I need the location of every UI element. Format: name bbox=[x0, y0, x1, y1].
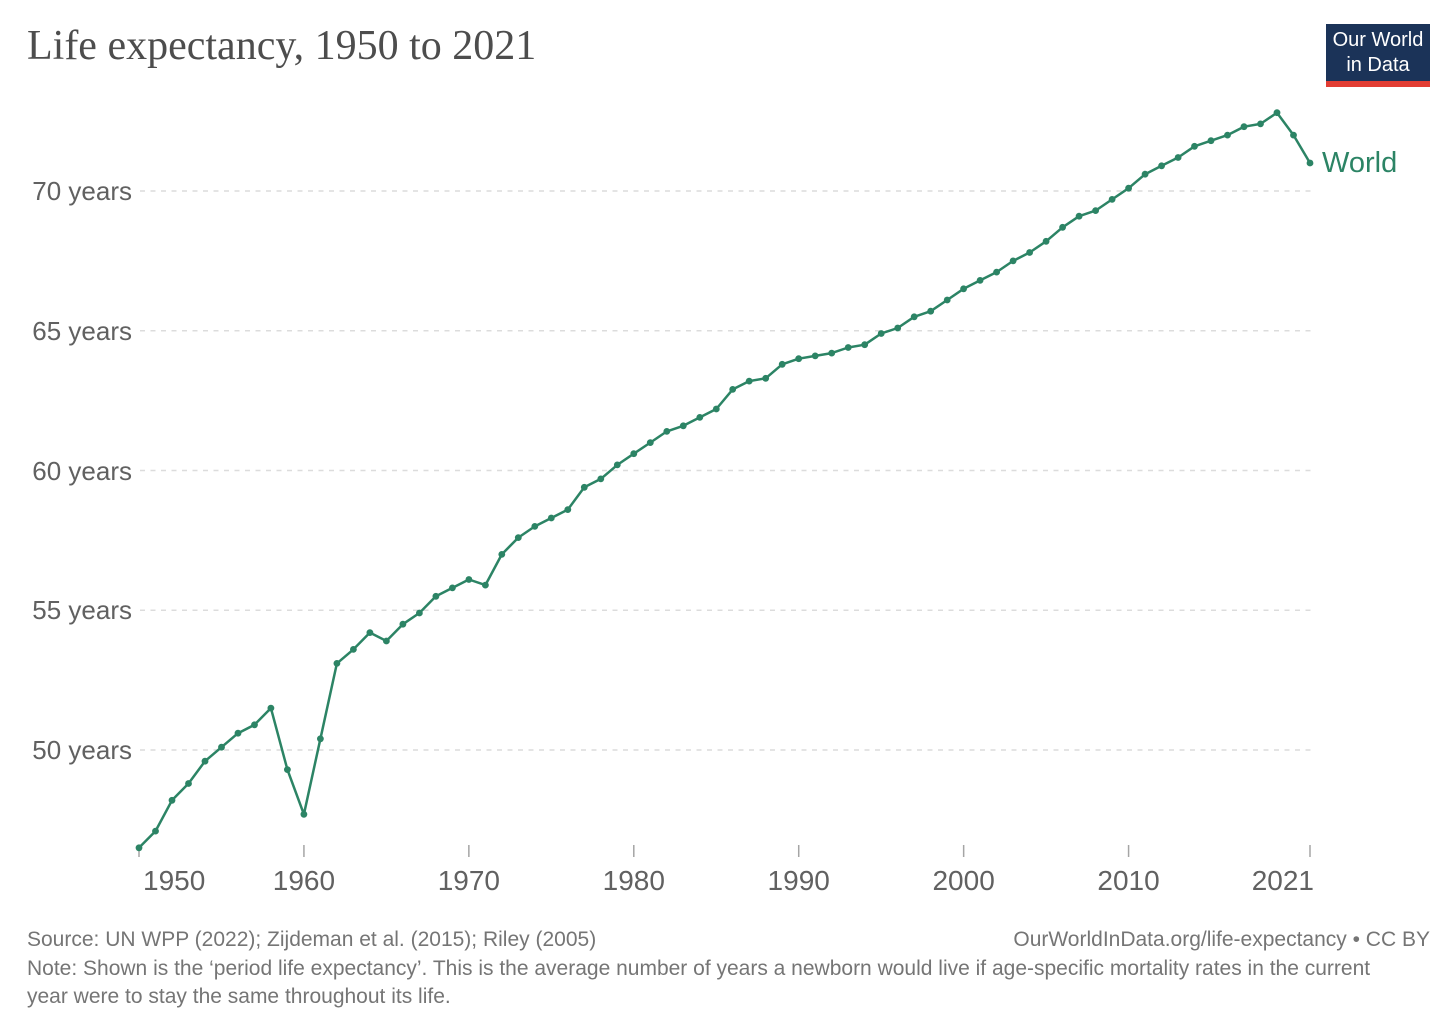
data-point-1990 bbox=[795, 355, 803, 363]
x-axis-label-1970: 1970 bbox=[437, 865, 500, 896]
data-point-1951 bbox=[152, 827, 159, 835]
data-point-1983 bbox=[679, 422, 687, 430]
data-point-1961 bbox=[317, 735, 324, 743]
data-point-2002 bbox=[993, 268, 1000, 276]
data-point-2018 bbox=[1257, 120, 1264, 128]
data-point-1993 bbox=[844, 344, 852, 351]
data-point-1971 bbox=[482, 581, 489, 589]
x-axis-label-1960: 1960 bbox=[272, 865, 336, 896]
series-label-world[interactable]: World bbox=[1322, 147, 1398, 180]
y-axis-label-55: 55 years bbox=[32, 595, 132, 626]
owid-logo-line2: in Data bbox=[1346, 53, 1410, 76]
x-axis-label-2000: 2000 bbox=[932, 865, 995, 896]
data-point-1977 bbox=[580, 483, 588, 491]
data-point-1980 bbox=[630, 450, 638, 458]
line-chart-plot[interactable] bbox=[0, 0, 1456, 920]
data-point-1952 bbox=[168, 796, 176, 804]
data-point-1999 bbox=[943, 296, 951, 304]
y-axis-label-60: 60 years bbox=[32, 455, 132, 486]
data-point-1955 bbox=[218, 743, 225, 751]
data-point-2014 bbox=[1191, 142, 1198, 150]
data-point-1962 bbox=[333, 660, 341, 667]
owid-logo[interactable]: Our World in Data bbox=[1326, 24, 1430, 87]
data-point-1979 bbox=[613, 461, 621, 469]
data-point-1968 bbox=[432, 592, 440, 600]
data-point-1987 bbox=[745, 377, 753, 385]
data-point-1975 bbox=[547, 514, 555, 522]
data-point-2004 bbox=[1026, 249, 1033, 256]
data-point-1981 bbox=[646, 439, 654, 446]
data-point-1985 bbox=[712, 405, 720, 413]
data-point-1996 bbox=[894, 324, 902, 332]
data-point-1991 bbox=[811, 352, 819, 360]
data-point-1964 bbox=[366, 629, 374, 636]
data-point-2006 bbox=[1059, 223, 1066, 231]
data-point-1963 bbox=[350, 646, 357, 653]
data-point-1992 bbox=[828, 349, 836, 357]
data-point-1998 bbox=[927, 307, 935, 315]
data-point-1973 bbox=[514, 534, 522, 541]
owid-logo-line1: Our World bbox=[1332, 28, 1424, 51]
data-point-2007 bbox=[1075, 212, 1083, 220]
data-point-2005 bbox=[1042, 237, 1050, 245]
data-point-1960 bbox=[300, 810, 308, 818]
data-point-1972 bbox=[498, 551, 506, 558]
data-point-1982 bbox=[663, 428, 671, 435]
data-point-2011 bbox=[1141, 170, 1149, 178]
data-point-2019 bbox=[1273, 109, 1281, 117]
data-point-2003 bbox=[1009, 257, 1017, 265]
chart-title: Life expectancy, 1950 to 2021 bbox=[27, 23, 537, 69]
data-point-2013 bbox=[1174, 154, 1182, 161]
note-text-line1: Note: Shown is the ‘period life expectan… bbox=[27, 957, 1371, 980]
data-point-1988 bbox=[762, 374, 770, 382]
data-point-2015 bbox=[1207, 137, 1215, 145]
y-axis-label-65: 65 years bbox=[32, 315, 132, 346]
data-point-1984 bbox=[696, 414, 704, 421]
x-axis-label-1990: 1990 bbox=[767, 865, 830, 896]
data-point-1959 bbox=[284, 766, 291, 773]
owid-logo-box: Our World in Data bbox=[1326, 24, 1430, 81]
x-axis-label-1980: 1980 bbox=[602, 865, 665, 896]
data-point-1986 bbox=[729, 386, 737, 393]
data-point-1954 bbox=[201, 757, 209, 765]
data-point-2017 bbox=[1240, 123, 1248, 131]
owid-logo-red-bar bbox=[1326, 81, 1430, 87]
data-point-2008 bbox=[1092, 207, 1099, 215]
x-axis-label-1950: 1950 bbox=[143, 865, 206, 896]
data-point-1969 bbox=[449, 584, 456, 592]
data-point-1976 bbox=[564, 506, 572, 513]
data-point-1994 bbox=[861, 341, 869, 349]
y-axis-label-50: 50 years bbox=[32, 735, 132, 765]
data-point-1995 bbox=[877, 330, 885, 337]
data-point-2012 bbox=[1158, 162, 1165, 170]
data-point-2001 bbox=[976, 277, 984, 284]
data-point-1966 bbox=[399, 620, 407, 628]
data-point-1953 bbox=[185, 780, 192, 787]
data-point-1974 bbox=[531, 523, 539, 530]
data-point-1958 bbox=[267, 704, 275, 712]
data-point-1965 bbox=[383, 637, 390, 645]
data-point-2016 bbox=[1224, 131, 1231, 139]
y-axis-label-70: 70 years bbox=[32, 176, 132, 206]
data-point-1950 bbox=[135, 844, 143, 852]
note-text-line2: year were to stay the same throughout it… bbox=[27, 985, 451, 1008]
data-point-2021 bbox=[1306, 159, 1314, 167]
data-point-1957 bbox=[251, 721, 258, 729]
footer-link[interactable]: OurWorldInData.org/life-expectancy • CC … bbox=[1013, 928, 1430, 951]
data-point-1989 bbox=[778, 360, 786, 368]
data-point-1978 bbox=[597, 475, 605, 483]
data-point-1967 bbox=[416, 609, 423, 617]
x-axis-label-2010: 2010 bbox=[1097, 865, 1160, 896]
data-point-2010 bbox=[1125, 184, 1132, 192]
data-point-1956 bbox=[234, 729, 242, 737]
data-point-2020 bbox=[1290, 131, 1297, 139]
x-axis-label-2021: 2021 bbox=[1251, 865, 1314, 896]
data-point-2009 bbox=[1108, 196, 1116, 203]
source-text: Source: UN WPP (2022); Zijdeman et al. (… bbox=[27, 928, 597, 951]
data-point-1997 bbox=[910, 313, 918, 321]
data-point-1970 bbox=[465, 576, 473, 583]
data-point-2000 bbox=[960, 285, 967, 293]
series-line-world bbox=[137, 111, 1312, 850]
